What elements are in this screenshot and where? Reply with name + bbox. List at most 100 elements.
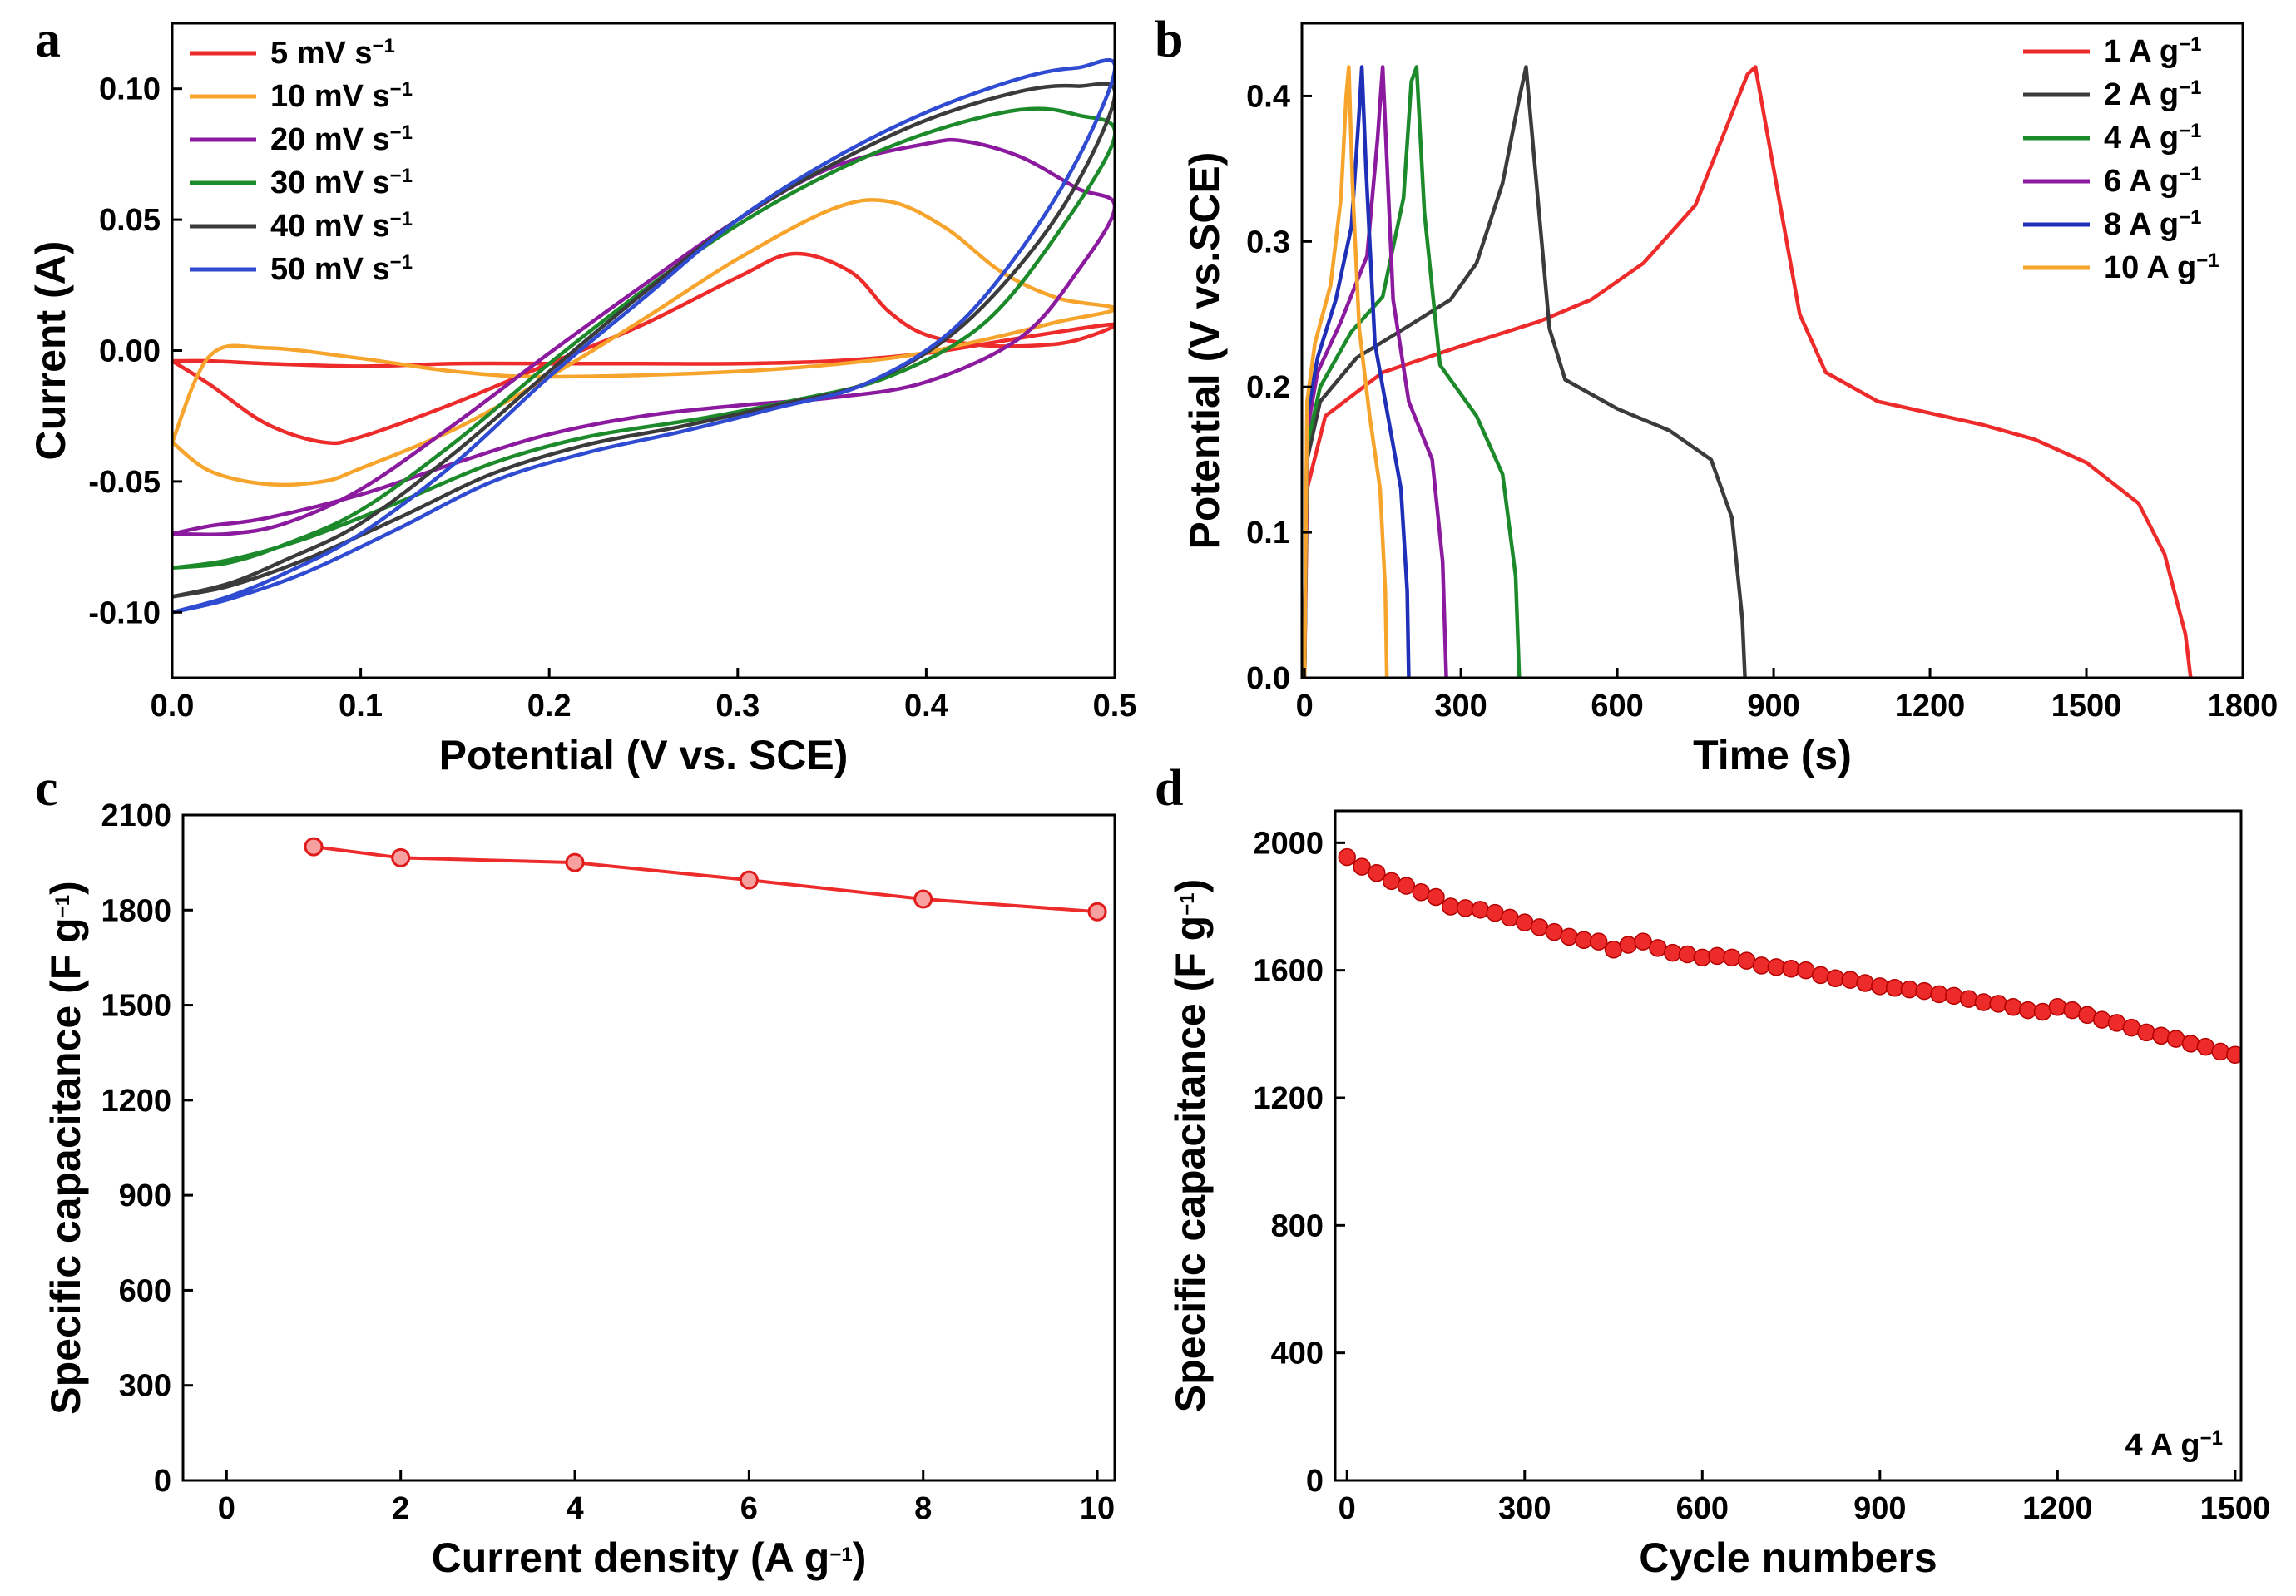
y-tick-label: 0 <box>154 1464 171 1499</box>
data-point <box>2166 1030 2185 1048</box>
axes-frame <box>181 813 1116 1482</box>
y-tick-label: 400 <box>1271 1337 1324 1371</box>
data-point <box>1501 908 1519 927</box>
y-axis-label: Current (A) <box>27 241 74 461</box>
x-tick-label: 0 <box>1339 1491 1356 1526</box>
data-point <box>1678 945 1697 964</box>
y-tick-label: 1500 <box>101 989 171 1024</box>
legend-label-3: 4 A g−1 <box>2104 120 2201 156</box>
series-line-3 <box>1302 65 1522 678</box>
y-tick-label: -0.05 <box>88 465 161 500</box>
data-point <box>2004 998 2022 1016</box>
x-tick-label: 0.5 <box>1093 689 1137 724</box>
data-point <box>1737 951 1756 970</box>
y-tick-label: 0.1 <box>1246 516 1290 551</box>
plot-area <box>1338 847 2241 1064</box>
series-line-1 <box>313 845 1098 914</box>
series-line-1 <box>1302 65 2193 678</box>
legend-label-4: 30 mV s−1 <box>270 165 413 201</box>
panel-letter-b: b <box>1155 12 1183 68</box>
y-axis-label: Specific capacitance (F g−1) <box>42 881 89 1414</box>
axes-frame <box>1300 22 2244 679</box>
x-tick-label: 4 <box>566 1491 583 1526</box>
data-point <box>1649 939 1667 957</box>
x-tick-label: 600 <box>1676 1491 1729 1526</box>
data-point <box>1338 847 1356 867</box>
panel-letter-d: d <box>1155 760 1183 817</box>
data-point <box>1382 872 1401 891</box>
data-point <box>1856 974 1874 992</box>
y-tick-label: 1200 <box>101 1084 171 1119</box>
x-tick-label: 0.4 <box>904 689 948 724</box>
y-tick-label: 600 <box>119 1273 171 1308</box>
y-tick-label: 2000 <box>1253 826 1324 861</box>
y-tick-label: 300 <box>119 1369 171 1404</box>
x-axis-label: Cycle numbers <box>1639 1534 1937 1581</box>
legend-label-2: 10 mV s−1 <box>270 78 413 115</box>
y-tick-label: 0.0 <box>1246 661 1290 696</box>
data-point <box>2063 1001 2081 1020</box>
data-point <box>1560 927 1578 946</box>
data-point <box>304 837 324 857</box>
x-tick-label: 0.1 <box>339 689 383 724</box>
data-point <box>1353 857 1371 876</box>
x-tick-label: 1200 <box>2022 1491 2093 1526</box>
y-tick-label: 1200 <box>1253 1081 1324 1116</box>
panel-c: c 0 2 4 6 8 10 0 300 600 900 1200 1500 1800 2100 Curren… <box>35 760 1116 1581</box>
data-point <box>1368 864 1386 882</box>
data-point <box>1930 985 1948 1004</box>
data-point <box>1974 993 1993 1011</box>
y-tick-label: 900 <box>119 1178 171 1213</box>
data-point <box>1945 986 1963 1006</box>
data-point <box>1782 960 1800 978</box>
y-tick-label: 0.4 <box>1246 79 1290 114</box>
x-tick-label: 1500 <box>2051 689 2122 724</box>
x-tick-label: 1800 <box>2208 689 2279 724</box>
series-line-6 <box>1302 65 1389 678</box>
y-tick-label: -0.10 <box>88 595 161 630</box>
data-point <box>2048 998 2067 1016</box>
data-point <box>1871 977 1889 996</box>
data-point <box>1797 961 1815 980</box>
data-point <box>1708 946 1726 966</box>
data-point <box>2078 1006 2096 1025</box>
data-point <box>1575 931 1593 949</box>
data-point <box>1619 936 1638 954</box>
x-tick-label: 300 <box>1434 689 1487 724</box>
legend-label-4: 6 A g−1 <box>2104 163 2201 200</box>
panel-b: b 0 300 600 900 1200 1500 1800 0.0 0.1 0.2 0.3 0.4 Ti… <box>1155 12 2278 778</box>
legend-label-5: 40 mV s−1 <box>270 208 413 245</box>
data-point <box>1767 958 1786 976</box>
panel-a: a 0.0 0.1 0.2 0.3 0.4 0.5 -0.10 -0.05 0.00 0.05 0.1… <box>27 12 1136 778</box>
x-tick-label: 1200 <box>1895 689 1966 724</box>
legend-label-1: 1 A g−1 <box>2104 33 2201 70</box>
y-axis-label: Specific capacitance (F g−1) <box>1167 879 1214 1412</box>
data-point <box>2107 1014 2126 1032</box>
x-tick-label: 8 <box>914 1491 932 1526</box>
x-tick-label: 10 <box>1080 1491 1115 1526</box>
x-tick-label: 300 <box>1498 1491 1551 1526</box>
y-tick-label: 0.2 <box>1246 370 1290 405</box>
data-point <box>1989 995 2007 1013</box>
data-point <box>1723 948 1741 967</box>
plot-area <box>304 837 1107 922</box>
y-axis-label: Potential (V vs.SCE) <box>1181 152 1228 550</box>
panel-d: d 0 300 600 900 1200 1500 0 400 800 1200 1600 2000 Cy… <box>1155 760 2270 1581</box>
legend-label-3: 20 mV s−1 <box>270 121 413 158</box>
data-point <box>1811 966 1830 985</box>
series-line-4 <box>1302 65 1448 678</box>
data-point <box>565 852 585 872</box>
axes-frame <box>1334 809 2243 1482</box>
data-point <box>1530 918 1549 936</box>
legend-label-6: 10 A g−1 <box>2104 250 2219 286</box>
data-point <box>1915 981 1933 1001</box>
x-tick-label: 2 <box>392 1491 409 1526</box>
data-point <box>1826 969 1845 987</box>
legend-label-6: 50 mV s−1 <box>270 251 413 288</box>
y-tick-label: 0.00 <box>99 334 161 369</box>
data-point <box>2033 1002 2052 1021</box>
data-point <box>1456 899 1475 917</box>
legend-label-5: 8 A g−1 <box>2104 206 2201 243</box>
data-point <box>1545 922 1564 941</box>
